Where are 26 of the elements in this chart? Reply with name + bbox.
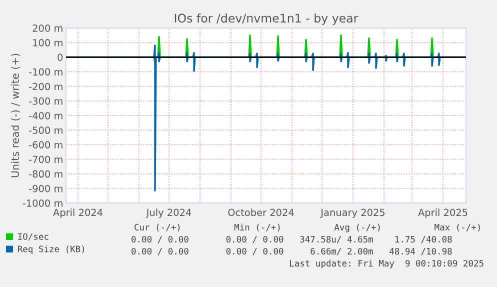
- chart-title: IOs for /dev/nvme1n1 - by year: [174, 13, 358, 25]
- x-tick-label: April 2025: [418, 208, 468, 218]
- y-tick-label: 100 m: [33, 39, 62, 46]
- x-tick-label: January 2025: [320, 208, 384, 218]
- x-tick-label: October 2024: [228, 208, 294, 216]
- y-tick-label: -500 m: [29, 126, 62, 134]
- text: 0.00 / 0.00 0.00 / 0.00 6.66m/ 2.00m 48.94 /10.98: [132, 248, 452, 256]
- y-axis-title: Units read (-) / write (+): [10, 54, 20, 178]
- text: 0.00 / 0.00 0.00 / 0.00 347.58u/ 4.65m 1.75 /40.08: [132, 236, 452, 244]
- legend-label: Req Size (KB): [18, 246, 84, 254]
- y-tick-label: -200 m: [29, 82, 62, 90]
- y-tick-label: -400 m: [29, 112, 62, 120]
- y-tick-label: 200 m: [32, 24, 62, 32]
- y-tick-label: -700 m: [29, 156, 62, 164]
- legend-label: IO/sec: [18, 233, 48, 241]
- y-tick-label: -900 m: [29, 184, 62, 192]
- y-tick-label: -600 m: [29, 141, 62, 148]
- y-tick-label: -100 m: [29, 68, 62, 76]
- y-tick-label: -800 m: [29, 170, 62, 178]
- x-tick-label: April 2024: [53, 208, 102, 218]
- x-tick-label: July 2024: [146, 208, 192, 218]
- text: Last update: Fri May 9 00:10:09 2025: [290, 260, 484, 268]
- text: Cur (-/+) Min (-/+) Avg (-/+) Max (-/+): [134, 224, 480, 232]
- y-tick-label: -300 m: [29, 97, 62, 105]
- y-tick-label: 0: [58, 54, 63, 61]
- y-tick-label: -1000 m: [22, 199, 62, 207]
